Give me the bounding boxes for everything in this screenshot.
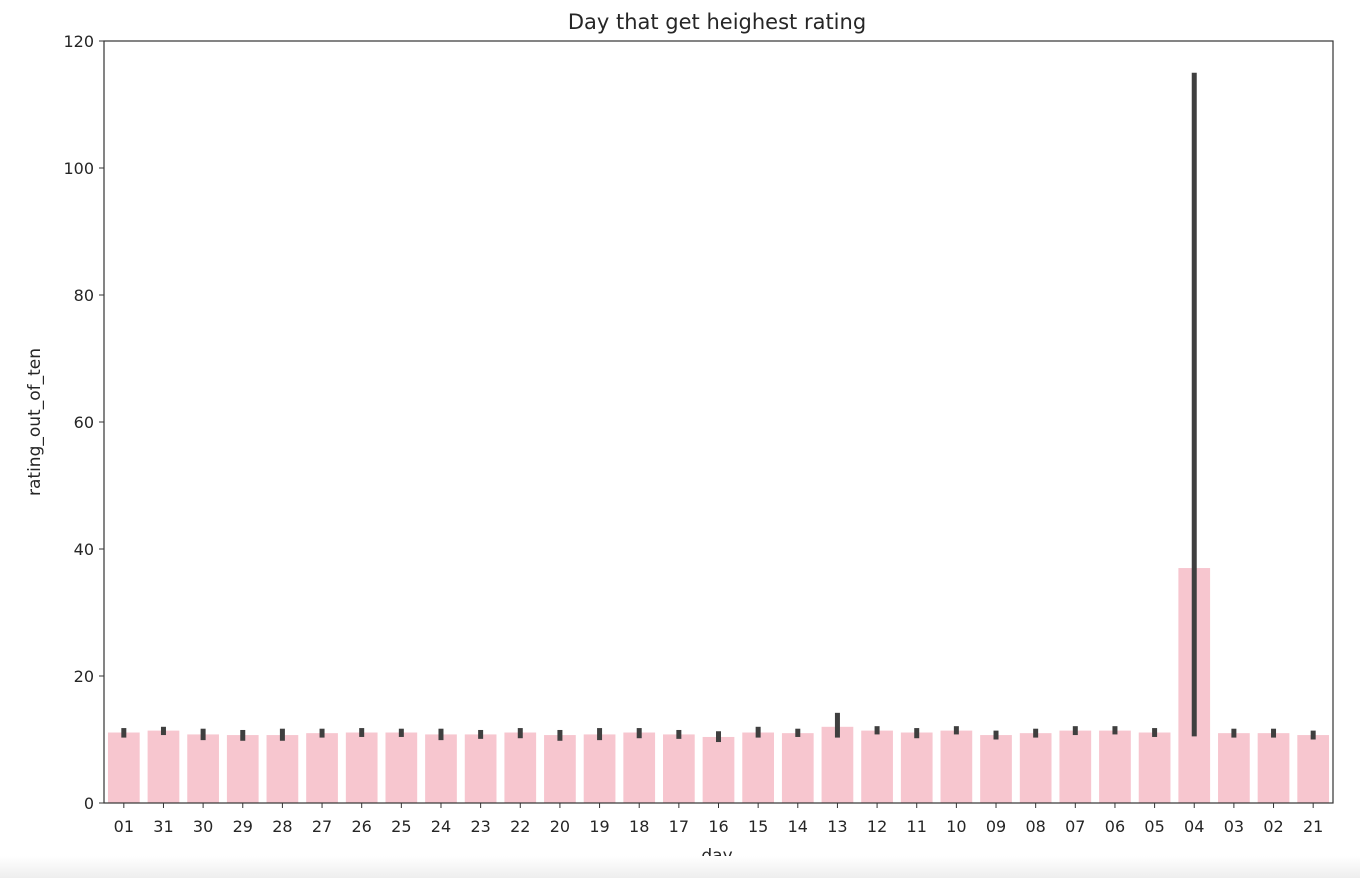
bar-10 [940,730,973,803]
x-tick-label: 11 [907,817,927,836]
bar-24 [425,734,457,803]
x-tick-label: 15 [748,817,768,836]
x-tick-label: 01 [114,817,134,836]
y-tick-label: 40 [74,540,94,559]
bar-16 [702,736,735,803]
x-tick-label: 12 [867,817,887,836]
x-tick-label: 05 [1144,817,1164,836]
bar-30 [187,734,219,803]
x-tick-label: 16 [708,817,728,836]
x-tick-label: 23 [470,817,490,836]
x-tick-label: 25 [391,817,411,836]
x-tick-label: 10 [946,817,966,836]
bar-13 [821,726,854,803]
x-tick-label: 06 [1105,817,1125,836]
bars-group [107,568,1330,803]
y-tick-label: 0 [84,794,94,813]
bar-09 [980,735,1012,803]
plot-frame [103,40,1334,804]
x-tick-label: 31 [153,817,173,836]
x-tick-label: 28 [272,817,292,836]
y-axis: 0 20 40 60 80 100 120 [63,32,104,813]
bar-14 [781,733,814,803]
x-tick-label: 07 [1065,817,1085,836]
bar-29 [226,735,259,803]
x-tick-label: 02 [1263,817,1283,836]
y-tick-label: 20 [74,667,94,686]
y-tick-label: 80 [74,286,94,305]
bar-31 [147,730,180,803]
bar-19 [583,734,616,803]
x-tick-label: 21 [1303,817,1323,836]
x-tick-label: 30 [193,817,213,836]
x-tick-label: 17 [669,817,689,836]
x-tick-label: 03 [1224,817,1244,836]
x-tick-label: 26 [352,817,372,836]
x-tick-label: 27 [312,817,332,836]
x-tick-label: 14 [788,817,808,836]
x-tick-label: 04 [1184,817,1204,836]
bar-12 [861,730,893,803]
x-tick-label: 08 [1025,817,1045,836]
bar-28 [266,735,299,803]
bar-17 [662,734,695,803]
bar-23 [464,734,497,803]
bar-01 [107,732,140,803]
chart-title: Day that get heighest rating [568,10,866,34]
bar-20 [544,735,576,803]
y-tick-label: 60 [74,413,94,432]
x-tick-label: 29 [233,817,253,836]
bar-15 [742,732,775,803]
bar-03 [1218,733,1250,803]
x-tick-label: 22 [510,817,530,836]
bar-27 [306,733,338,803]
bar-06 [1099,730,1131,803]
y-tick-label: 100 [63,159,94,178]
bar-07 [1059,730,1092,803]
bar-22 [504,732,537,803]
x-tick-label: 24 [431,817,451,836]
bar-18 [623,732,656,803]
x-tick-label: 19 [589,817,609,836]
x-tick-label: 13 [827,817,847,836]
bar-11 [900,732,933,803]
bar-25 [385,732,418,803]
x-axis: 01 31 30 29 28 27 26 25 24 23 22 20 19 18 17 16 15 14 13 12… [114,803,1323,836]
x-tick-label: 20 [550,817,570,836]
errorbars-group [121,72,1316,743]
x-tick-label: 18 [629,817,649,836]
window-bottom-edge [0,856,1360,878]
bar-08 [1019,733,1052,803]
x-tick-label: 09 [986,817,1006,836]
y-axis-label: rating_out_of_ten [25,348,45,496]
y-tick-label: 120 [63,32,94,51]
bar-02 [1257,733,1290,803]
bar-21 [1297,735,1330,803]
bar-05 [1138,732,1171,803]
bar-26 [345,732,378,803]
